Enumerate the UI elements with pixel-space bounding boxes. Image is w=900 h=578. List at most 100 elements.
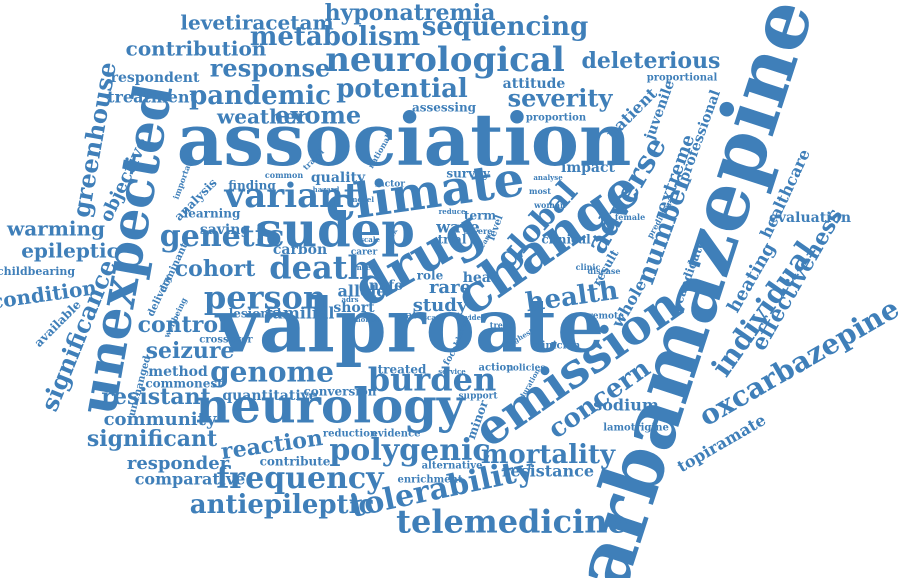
word-study: study xyxy=(413,295,468,316)
word-seizure: seizure xyxy=(146,338,235,364)
word-childbearing: childbearing xyxy=(0,265,75,278)
word-sudep: sudep xyxy=(255,203,415,259)
word-analyse: analyse xyxy=(533,173,563,182)
word-valproate: valproate xyxy=(214,284,604,370)
word-month: month xyxy=(353,315,379,324)
word-rare: rare xyxy=(429,277,471,298)
word-person: person xyxy=(204,279,326,317)
word-genome: genome xyxy=(210,356,334,389)
word-heat: heat xyxy=(463,270,498,286)
word-needs: needs xyxy=(357,263,380,272)
word-nafe: nafe xyxy=(369,278,403,294)
word-trial: trial xyxy=(438,233,467,247)
word-commonest: commonest xyxy=(145,377,223,391)
word-community: community xyxy=(104,409,217,430)
word-conversion: conversion xyxy=(303,385,376,399)
word-sequencing: sequencing xyxy=(422,12,589,42)
word-disease: disease xyxy=(587,266,620,276)
word-wide: wide xyxy=(462,313,482,322)
word-proportion: proportion xyxy=(526,113,587,124)
word-neurological: neurological xyxy=(325,40,565,80)
word-common: common xyxy=(265,170,303,180)
word-epileptic: epileptic xyxy=(21,239,119,263)
word-finding: finding xyxy=(228,179,276,193)
word-rate: rate xyxy=(401,311,424,322)
word-comparative: comparative xyxy=(135,470,246,489)
word-most: most xyxy=(529,186,551,196)
word-telemedicine: telemedicine xyxy=(396,503,628,541)
word-allele: allele xyxy=(338,282,387,301)
word-resistant: resistant xyxy=(101,384,211,410)
word-female: female xyxy=(615,212,645,222)
word-quantitative: quantitative xyxy=(222,388,317,404)
word-association: association xyxy=(177,97,632,182)
word-lesional: lesional xyxy=(229,307,282,321)
word-hyponatremia: hyponatremia xyxy=(325,0,496,26)
word-carer: carer xyxy=(351,248,378,258)
word-quality: quality xyxy=(311,170,366,186)
word-responder: responder xyxy=(127,453,230,474)
word-crossover: crossover xyxy=(199,335,253,346)
word-genetic: genetic xyxy=(160,219,284,254)
word-lamotrigine: lamotrigine xyxy=(603,423,669,434)
word-treated: treated xyxy=(378,363,427,377)
word-antiepileptic: antiepileptic xyxy=(190,490,375,520)
word-enrichment: enrichment xyxy=(398,475,463,486)
word-learning: learning xyxy=(184,207,241,221)
word-service: service xyxy=(438,367,466,376)
word-hazard: hazard xyxy=(313,185,340,194)
word-burden: burden xyxy=(368,361,497,399)
word-attitude: attitude xyxy=(503,76,566,92)
word-severe: severe xyxy=(464,226,493,236)
word-levetiracetam: levetiracetam xyxy=(180,11,333,35)
word-deleterious: deleterious xyxy=(582,48,721,74)
word-sodium: sodium xyxy=(593,396,659,415)
word-variant: variant xyxy=(223,176,359,216)
word-evaluation: evaluation xyxy=(769,210,851,226)
word-cohort: cohort xyxy=(175,256,256,282)
word-term: term xyxy=(464,209,497,223)
word-mortality: mortality xyxy=(481,440,616,470)
word-potential: potential xyxy=(336,74,468,104)
word-frequency: frequency xyxy=(216,461,385,496)
word-response: response xyxy=(210,54,330,83)
word-policies: policies xyxy=(507,364,546,374)
word-control: control xyxy=(138,312,227,338)
word-contribute: contribute xyxy=(260,455,331,469)
word-neurology: neurology xyxy=(195,379,466,435)
word-polygenic: polygenic xyxy=(329,433,490,468)
word-metabolism: metabolism xyxy=(250,22,420,52)
word-action: action xyxy=(479,363,515,374)
word-support: support xyxy=(458,392,498,402)
word-survey: survey xyxy=(446,167,490,181)
word-impact: impact xyxy=(561,160,616,176)
word-short: short xyxy=(333,300,375,316)
word-respondent: respondent xyxy=(111,70,200,86)
word-significant: significant xyxy=(87,426,218,452)
word-clinician: clinician xyxy=(532,341,581,352)
word-death: death xyxy=(269,249,371,287)
word-saving: saving xyxy=(200,222,251,238)
word-model: model xyxy=(350,195,374,204)
word-clinic: clinic xyxy=(576,262,601,272)
word-remote: remote xyxy=(588,312,624,322)
word-clinical: clinical xyxy=(541,233,591,247)
word-contribution: contribution xyxy=(126,37,267,61)
word-wave: wave xyxy=(435,218,480,237)
word-carbon: carbon xyxy=(273,242,327,258)
word-evidence: evidence xyxy=(371,429,420,440)
word-severity: severity xyxy=(508,84,614,113)
word-pandemic: pandemic xyxy=(189,81,331,111)
word-familial: familial xyxy=(266,304,335,323)
word-alternative: alternative xyxy=(422,461,483,472)
word-weather: weather xyxy=(216,105,307,129)
word-woman: woman xyxy=(533,200,566,210)
word-resistance: resistance xyxy=(502,462,594,481)
word-method: method xyxy=(148,364,208,380)
word-warming: warming xyxy=(6,217,105,241)
word-factor: factor xyxy=(375,180,405,190)
word-scan: scan xyxy=(423,313,441,322)
word-reduction: reduction xyxy=(323,429,378,440)
word-trend: trend xyxy=(490,320,515,330)
